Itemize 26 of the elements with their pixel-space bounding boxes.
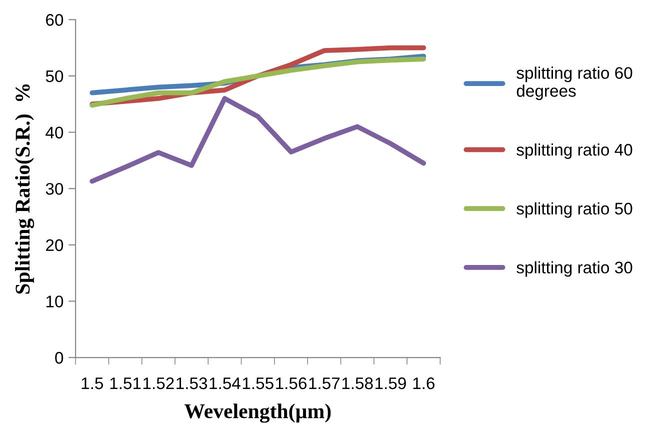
x-tick-label: 1.58: [342, 377, 373, 390]
y-tick-label: 20: [46, 239, 64, 252]
x-axis-title: Wevelength(µm): [184, 404, 331, 423]
legend-label: splitting ratio 60 degrees: [516, 66, 632, 100]
x-tick-label: 1.51: [110, 378, 141, 390]
line-series: [90, 96, 426, 184]
y-tick-label: 30: [46, 182, 64, 195]
y-axis-title: Splitting Ratio(S.R.) %: [15, 84, 34, 294]
x-tick-label: 1.53: [176, 377, 208, 390]
y-tick-label: 60: [46, 14, 64, 26]
legend-label: splitting ratio 30: [516, 261, 632, 277]
x-tick-label: 1.59: [376, 377, 406, 390]
y-tick-label: 40: [46, 126, 64, 138]
x-tick-label: 1.54: [210, 378, 240, 390]
x-tick-label: 1.5: [82, 378, 104, 390]
x-tick-label: 1.57: [309, 378, 340, 390]
legend-label: splitting ratio 50: [516, 202, 632, 218]
y-tick-label: 10: [46, 296, 64, 308]
x-tick-label: 1.55: [242, 378, 274, 390]
line-series: [90, 56, 426, 108]
y-tick-label: 0: [55, 352, 64, 364]
x-tick-label: 1.52: [143, 377, 174, 390]
x-tick-label: 1.6: [413, 377, 434, 390]
y-tick-label: 50: [46, 70, 64, 82]
legend-label: splitting ratio 40: [516, 143, 632, 159]
x-tick-label: 1.56: [276, 377, 307, 390]
